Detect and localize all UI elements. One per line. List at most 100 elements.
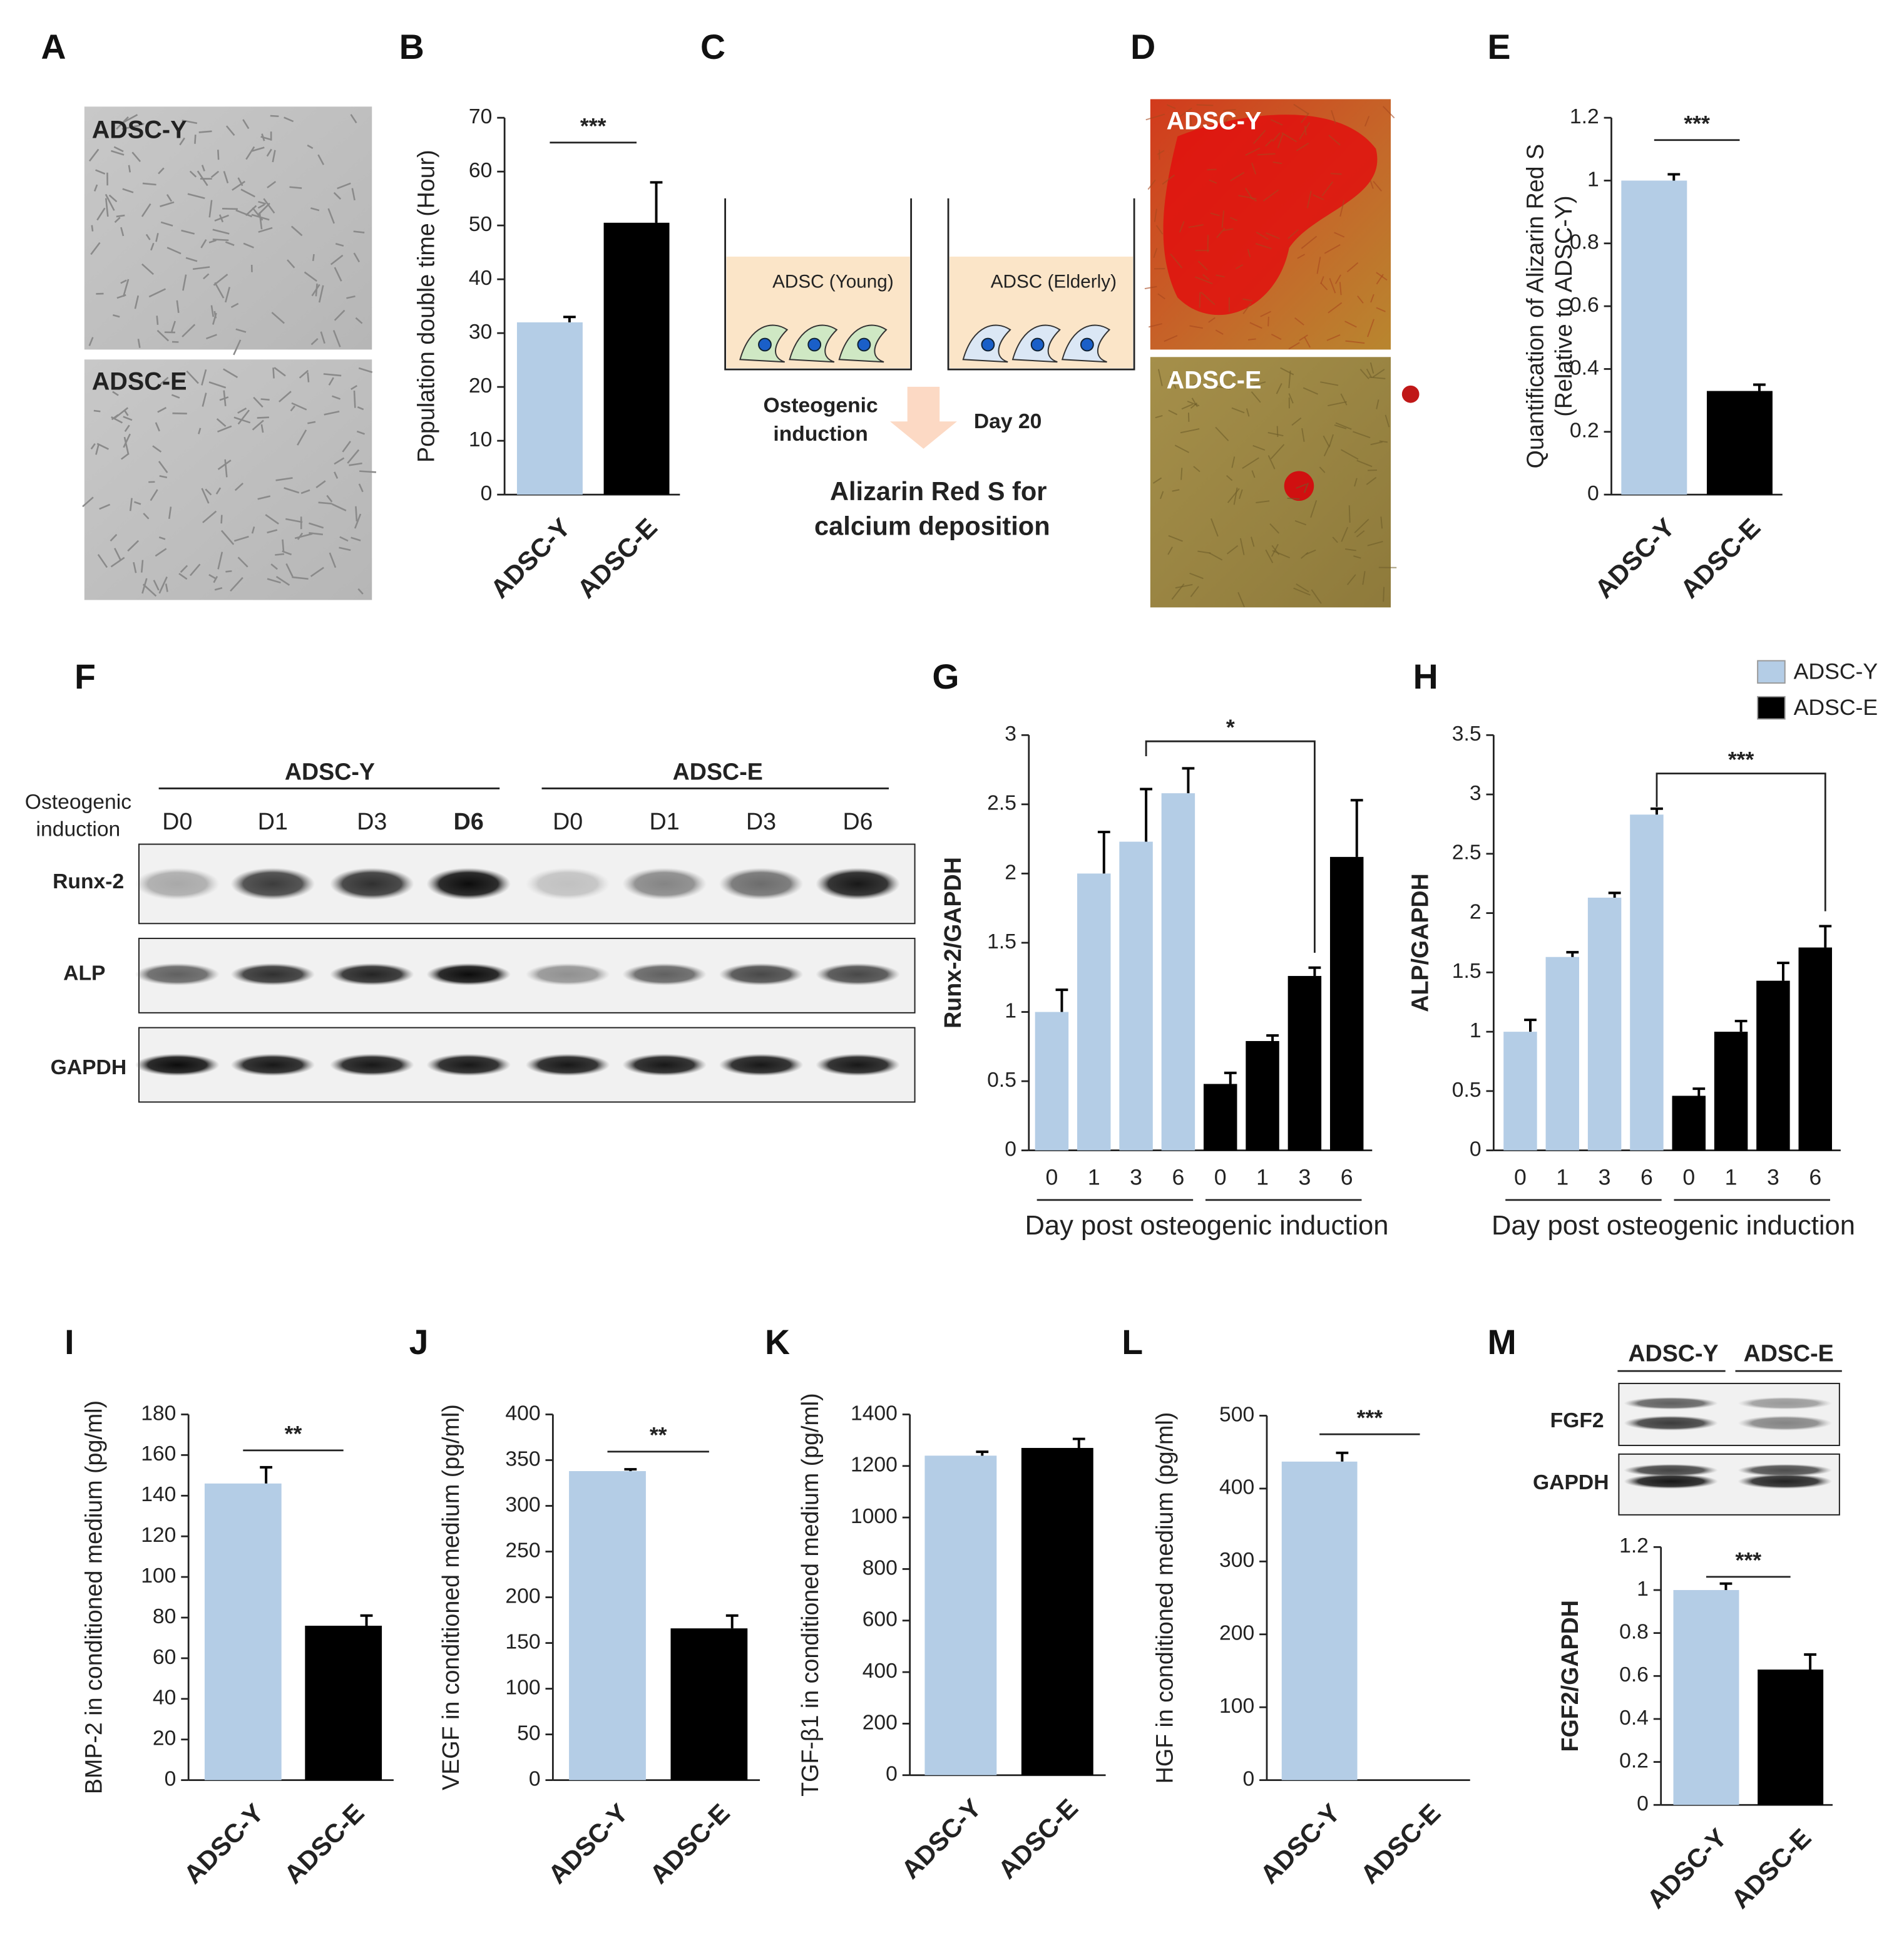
y-tick-label: 30 bbox=[469, 321, 492, 344]
cell bbox=[1362, 571, 1366, 585]
cell bbox=[258, 227, 273, 233]
cell bbox=[1329, 278, 1336, 294]
cell bbox=[1172, 489, 1180, 492]
cell bbox=[223, 171, 229, 183]
cell bbox=[111, 150, 125, 156]
cell bbox=[1235, 264, 1244, 270]
cell bbox=[318, 501, 332, 505]
well-label: ADSC (Young) bbox=[772, 271, 894, 292]
cell bbox=[1379, 440, 1388, 443]
row-label: ALP bbox=[63, 962, 105, 985]
cell bbox=[201, 369, 207, 386]
error-bar bbox=[1072, 1437, 1085, 1448]
cell bbox=[123, 433, 131, 448]
nucleus bbox=[1030, 337, 1045, 352]
cell bbox=[213, 274, 228, 286]
cell bbox=[158, 376, 169, 387]
cell bbox=[1251, 470, 1256, 478]
cell bbox=[304, 271, 317, 282]
band bbox=[525, 963, 610, 986]
cell bbox=[1270, 444, 1285, 459]
nucleus bbox=[807, 337, 822, 352]
cell bbox=[1372, 369, 1385, 378]
x-tick-label: 0 bbox=[1045, 1165, 1058, 1190]
bar bbox=[516, 322, 583, 495]
y-axis-label: HGF in conditioned medium (pg/ml) bbox=[1152, 1412, 1178, 1784]
cell bbox=[1147, 179, 1156, 190]
micrograph bbox=[1150, 357, 1391, 608]
cell bbox=[108, 194, 118, 203]
y-tick-label: 1400 bbox=[851, 1402, 898, 1425]
stain bbox=[1284, 471, 1314, 501]
band bbox=[135, 1054, 220, 1076]
cell bbox=[1148, 323, 1162, 328]
y-axis-label: VEGF in conditioned medium (pg/ml) bbox=[438, 1404, 464, 1790]
band bbox=[426, 963, 511, 986]
cell bbox=[114, 217, 121, 223]
band bbox=[525, 868, 610, 900]
cell bbox=[1257, 153, 1276, 156]
bar bbox=[1587, 897, 1622, 1151]
cell bbox=[1157, 293, 1165, 300]
error-bar bbox=[1804, 1653, 1817, 1670]
x-tick-label: 1 bbox=[1556, 1165, 1569, 1190]
bar bbox=[1545, 957, 1580, 1151]
cell bbox=[1175, 583, 1193, 589]
cell bbox=[1190, 586, 1199, 597]
stain bbox=[1401, 385, 1420, 403]
x-tick-label: ADSC-Y bbox=[178, 1798, 269, 1889]
cell bbox=[251, 526, 255, 534]
band bbox=[816, 1054, 900, 1076]
bar bbox=[1329, 856, 1364, 1151]
cell bbox=[1340, 449, 1359, 460]
cell bbox=[99, 503, 111, 510]
cell bbox=[1230, 217, 1238, 222]
cell bbox=[97, 553, 108, 568]
cell bbox=[1334, 274, 1342, 284]
legend-label: ADSC-E bbox=[1794, 695, 1878, 720]
cell bbox=[1311, 589, 1322, 604]
cell bbox=[1334, 424, 1347, 429]
x-tick-label: 1 bbox=[1256, 1165, 1269, 1190]
x-tick-label: 6 bbox=[1640, 1165, 1653, 1190]
y-tick-label: 0.5 bbox=[1452, 1079, 1482, 1102]
cell bbox=[290, 405, 295, 412]
cell bbox=[202, 510, 217, 523]
cell bbox=[1267, 455, 1276, 470]
cell bbox=[155, 422, 160, 432]
bar bbox=[1119, 841, 1153, 1151]
lane-label: D1 bbox=[258, 808, 288, 834]
cell bbox=[120, 279, 127, 284]
cell bbox=[187, 193, 205, 199]
cell bbox=[208, 381, 227, 389]
y-tick-label: 1 bbox=[1005, 999, 1016, 1022]
cell bbox=[1233, 487, 1238, 505]
cell bbox=[217, 552, 223, 570]
cell bbox=[1249, 322, 1262, 329]
bar bbox=[1756, 980, 1790, 1151]
bar bbox=[1798, 947, 1832, 1151]
cell bbox=[1239, 489, 1243, 500]
cell bbox=[334, 309, 345, 321]
band bbox=[230, 963, 315, 986]
cell bbox=[1245, 187, 1253, 200]
cell bbox=[356, 430, 366, 435]
cell bbox=[320, 331, 325, 344]
cell bbox=[1376, 274, 1384, 285]
cell bbox=[224, 459, 228, 478]
time-label: Day 20 bbox=[974, 410, 1042, 433]
row-label: GAPDH bbox=[51, 1056, 127, 1079]
cell bbox=[1271, 545, 1280, 555]
cell bbox=[110, 557, 125, 568]
cell bbox=[212, 228, 230, 235]
cell bbox=[331, 503, 347, 511]
row-header: Osteogenic bbox=[25, 791, 131, 814]
cell bbox=[1144, 285, 1157, 290]
cell bbox=[158, 461, 168, 473]
y-tick-label: 200 bbox=[862, 1711, 898, 1734]
band bbox=[816, 868, 900, 900]
cell bbox=[234, 482, 244, 491]
y-tick-label: 2 bbox=[1005, 861, 1016, 884]
cell bbox=[272, 367, 275, 379]
y-axis-label: FGF2/GAPDH bbox=[1557, 1600, 1583, 1752]
